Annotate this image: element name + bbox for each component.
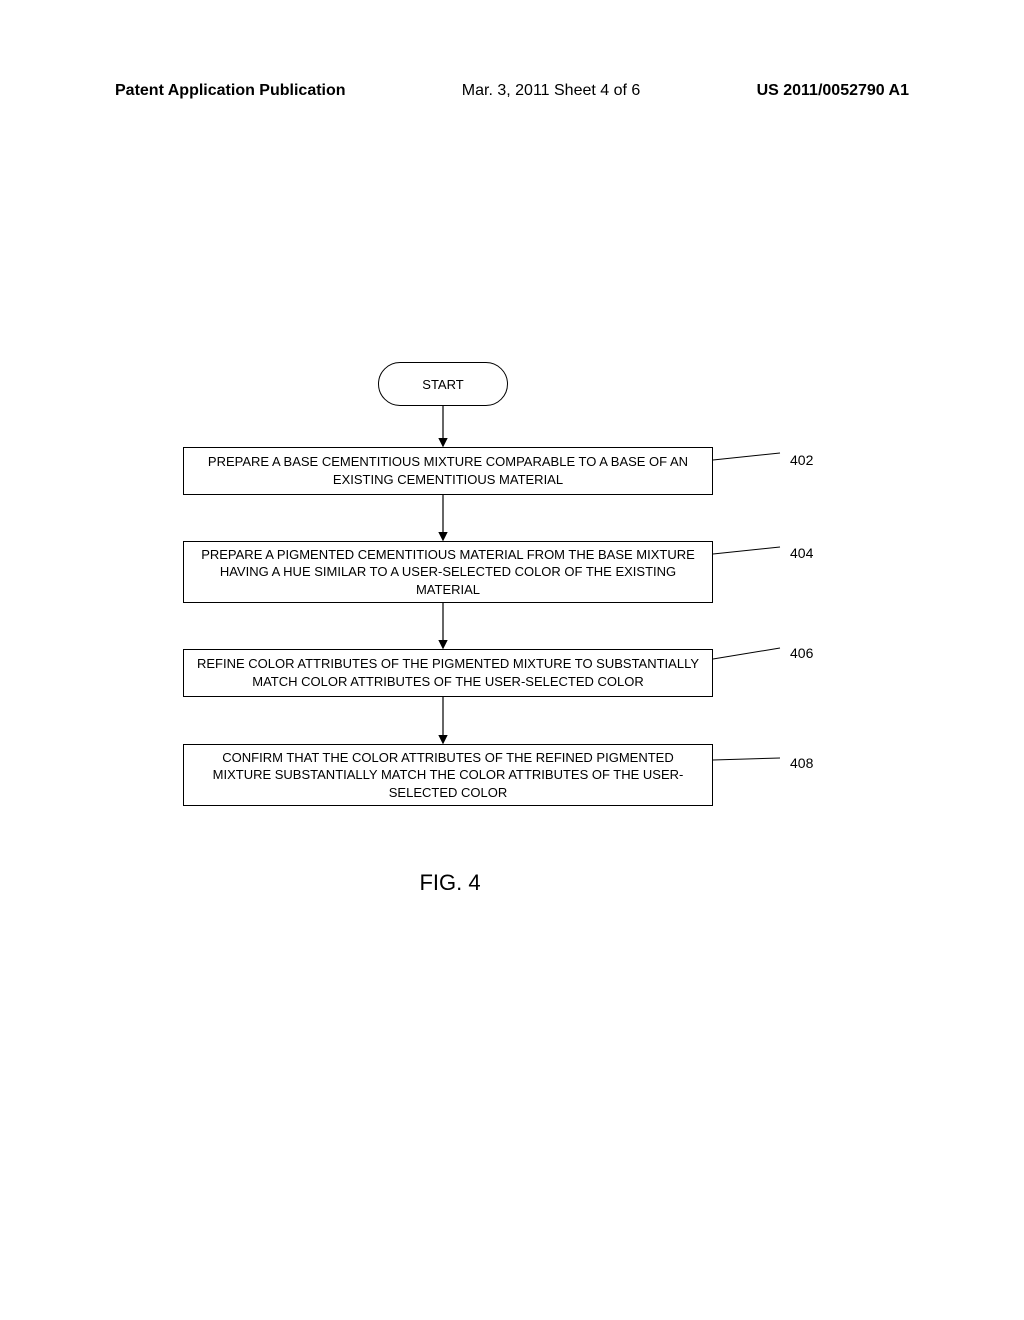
header-publication: Patent Application Publication: [115, 82, 346, 100]
header-pub-number: US 2011/0052790 A1: [757, 82, 909, 100]
process-step-404: PREPARE A PIGMENTED CEMENTITIOUS MATERIA…: [183, 541, 713, 603]
reference-numeral-402: 402: [790, 452, 813, 468]
reference-numeral-404: 404: [790, 545, 813, 561]
page: Patent Application Publication Mar. 3, 2…: [0, 0, 1024, 1320]
reference-numeral-406: 406: [790, 645, 813, 661]
process-step-402: PREPARE A BASE CEMENTITIOUS MIXTURE COMP…: [183, 447, 713, 495]
process-step-408: CONFIRM THAT THE COLOR ATTRIBUTES OF THE…: [183, 744, 713, 806]
header-date-sheet: Mar. 3, 2011 Sheet 4 of 6: [462, 82, 641, 100]
figure-caption: FIG. 4: [350, 870, 550, 896]
start-node: START: [378, 362, 508, 406]
reference-numeral-408: 408: [790, 755, 813, 771]
page-header: Patent Application Publication Mar. 3, 2…: [0, 82, 1024, 100]
process-step-406: REFINE COLOR ATTRIBUTES OF THE PIGMENTED…: [183, 649, 713, 697]
